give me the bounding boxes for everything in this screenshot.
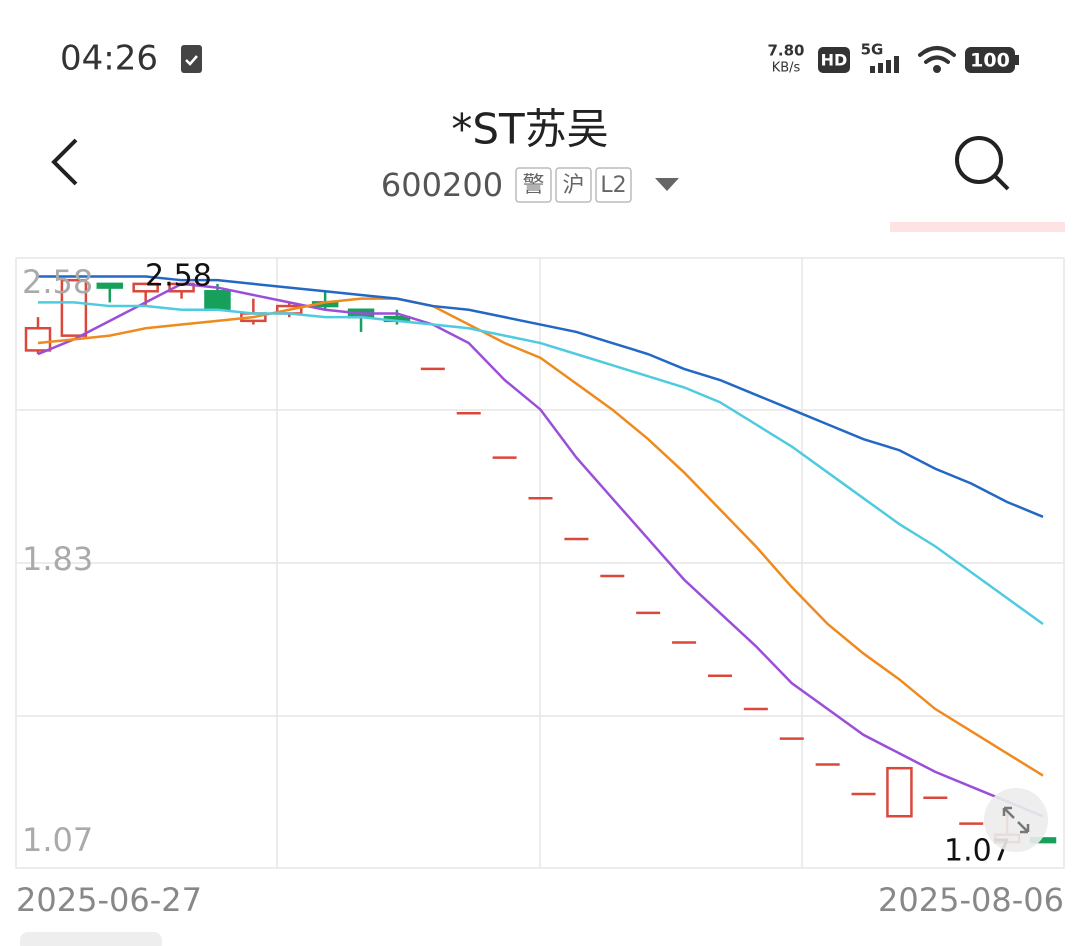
- status-icon: [181, 45, 202, 73]
- search-button[interactable]: [955, 136, 1003, 184]
- badge-text: 沪: [562, 173, 584, 198]
- badge-text: 警: [522, 173, 544, 198]
- badge-text: L2: [600, 173, 626, 198]
- candle-body: [96, 282, 124, 289]
- badges: 警沪 L2: [515, 167, 632, 203]
- status-speed-unit: KB/s: [772, 61, 801, 76]
- battery: [965, 47, 1015, 73]
- tab-fragment: [20, 932, 162, 946]
- y-tick-label: 2.58: [22, 263, 93, 301]
- signal-bars: [870, 56, 899, 73]
- network-type: 5G: [861, 41, 884, 59]
- wifi-icon: [918, 46, 956, 73]
- hd-badge: [818, 47, 850, 73]
- ma-line: [38, 275, 1044, 518]
- search-handle: [993, 174, 1010, 191]
- candle-body: [204, 290, 231, 312]
- back-button[interactable]: [51, 138, 78, 186]
- high-label: 2.58: [145, 259, 212, 294]
- plot: [24, 275, 1057, 844]
- candle-body: [132, 282, 159, 293]
- expand-icon: [1002, 806, 1030, 834]
- stock-title: *ST苏吴: [451, 105, 608, 154]
- ma-line: [38, 301, 1044, 626]
- dropdown-arrow[interactable]: [655, 178, 679, 191]
- expand-button[interactable]: [984, 788, 1048, 852]
- status-speed: 7.80: [767, 42, 804, 60]
- candle-body: [886, 766, 913, 818]
- battery-cap: [1015, 55, 1019, 65]
- battery-level: 100: [970, 50, 1010, 72]
- badge-box: [595, 167, 632, 203]
- badge-box: [555, 167, 592, 203]
- y-tick-label: 1.07: [22, 821, 93, 859]
- candle-body: [24, 326, 52, 352]
- status-icon-check: [185, 55, 198, 66]
- x-tick-label: 2025-06-27: [16, 881, 202, 919]
- legend-fragment: [890, 222, 1065, 232]
- status-time: 04:26: [60, 39, 158, 79]
- badge-box: [515, 167, 552, 203]
- ma-line: [37, 297, 1044, 777]
- x-tick-label: 2025-08-06: [878, 881, 1064, 919]
- ma-line: [37, 282, 1044, 818]
- y-tick-label: 1.83: [22, 540, 93, 578]
- hd-text: HD: [821, 51, 848, 70]
- stock-code: 600200: [381, 166, 503, 204]
- candle-body: [60, 278, 88, 337]
